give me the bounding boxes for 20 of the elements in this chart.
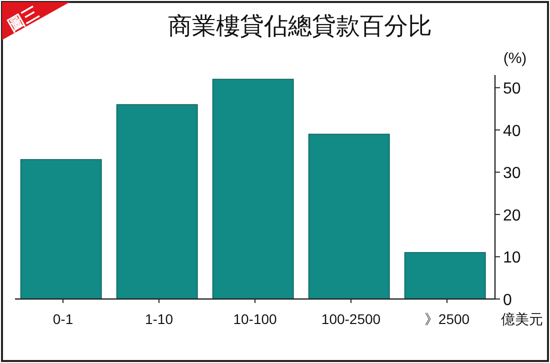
x-tick-label: 1-10 xyxy=(144,311,174,327)
y-tick-label: 0 xyxy=(503,292,512,309)
x-tick-label: 0-1 xyxy=(52,311,74,327)
bar xyxy=(308,134,390,300)
y-tick-label: 40 xyxy=(503,122,521,140)
y-axis-title: (%) xyxy=(503,50,527,67)
chart-title: 商業樓貸佔總貸款百分比 xyxy=(168,13,432,40)
x-tick-label: 》2500 xyxy=(424,311,470,327)
bar xyxy=(116,104,198,300)
x-tick-label: 100-2500 xyxy=(321,311,381,327)
y-tick-label: 50 xyxy=(503,80,521,98)
bar xyxy=(404,252,486,300)
y-tick-label: 30 xyxy=(503,165,521,182)
corner-tag: 圖三 xyxy=(2,2,70,40)
bar xyxy=(212,78,294,300)
y-tick-label: 20 xyxy=(503,207,521,224)
x-axis-title: 億美元 xyxy=(501,311,543,327)
x-tick-label: 10-100 xyxy=(233,311,278,327)
bar xyxy=(20,159,102,300)
y-tick-label: 10 xyxy=(503,250,521,267)
